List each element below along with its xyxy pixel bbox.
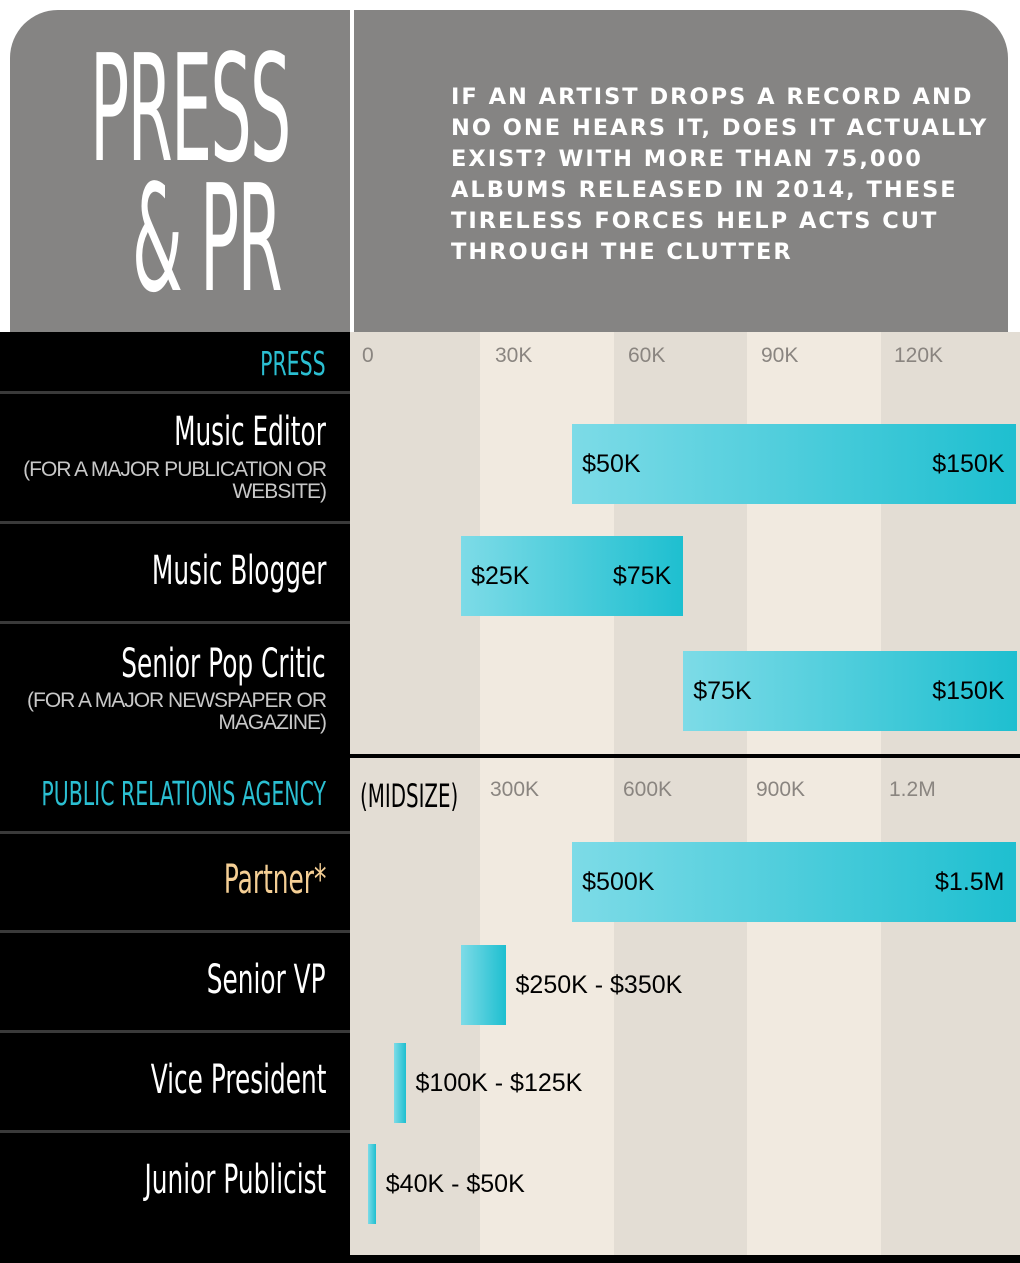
x-tick-label: 0 [362,344,374,367]
range-bar [572,424,1017,504]
section-divider [0,754,1020,758]
title-line-2: & PR [132,153,283,325]
x-tick-label: 300K [490,778,540,801]
max-value-label: $150K [932,677,1005,705]
scale-note: (MIDSIZE) [360,777,459,815]
range-bar [394,1043,406,1123]
x-tick-label: 30K [495,344,533,367]
range-label: $100K - $125K [415,1069,583,1097]
press-chart: PRESS Music Editor (FOR A MAJOR PUBLICAT… [0,332,1020,754]
row-divider [0,391,350,394]
x-tick-label: 600K [623,778,673,801]
title-line-1: PRESS [90,23,291,195]
row-label-partner: Partner* [223,857,326,903]
pr-agency-chart: PUBLIC RELATIONS AGENCY Partner* Senior … [0,758,1020,1255]
row-label-junior-publicist: Junior Publicist [144,1157,326,1203]
grid-band [747,758,881,1255]
header-divider [350,10,354,332]
row-sublabel-senior-pop-critic: (FOR A MAJOR NEWSPAPER OR MAGAZINE) [27,689,327,734]
row-divider [0,521,350,524]
x-tick-label: 1.2M [889,778,936,801]
range-bar [572,842,1017,922]
row-label-music-blogger: Music Blogger [151,548,326,594]
max-value-label: $1.5M [935,868,1005,896]
min-value-label: $50K [582,450,641,478]
x-tick-label: 120K [894,344,944,367]
min-value-label: $500K [582,868,655,896]
row-label-vice-president: Vice President [150,1057,326,1103]
row-divider [0,831,350,834]
range-bar [367,1144,376,1224]
row-label-senior-vp: Senior VP [207,957,326,1003]
header-panel: PRESS & PR IF AN ARTIST DROPS A RECORD A… [10,10,1008,332]
max-value-label: $75K [612,562,672,590]
press-plot-area: 0 30K 60K 90K 120K $50K $150K $25K $75K $75K $150K [350,332,1020,754]
range-label: $250K - $350K [515,971,683,999]
bottom-border [0,1255,1020,1263]
intro-text: IF AN ARTIST DROPS A RECORD AND NO ONE H… [451,84,989,265]
min-value-label: $75K [693,677,752,705]
row-divider [0,1130,350,1133]
range-bar [683,651,1017,731]
x-tick-label: 60K [628,344,666,367]
x-tick-label: 900K [756,778,806,801]
press-label-panel: PRESS Music Editor (FOR A MAJOR PUBLICAT… [0,332,350,754]
pr-section-title: PUBLIC RELATIONS AGENCY [41,774,326,813]
range-label: $40K - $50K [385,1170,525,1198]
x-tick-label: 90K [761,344,799,367]
pr-label-panel: PUBLIC RELATIONS AGENCY Partner* Senior … [0,758,350,1255]
max-value-label: $150K [932,450,1005,478]
pr-plot-area: 300K 600K 900K 1.2M $500K $1.5M $250K - $350K $… [350,758,1020,1255]
press-section-title: PRESS [260,344,326,383]
row-label-senior-pop-critic: Senior Pop Critic [121,641,326,687]
row-sublabel-music-editor: (FOR A MAJOR PUBLICATION OR WEBSITE) [23,458,327,503]
range-bar [461,536,684,616]
row-divider [0,930,350,933]
row-divider [0,1030,350,1033]
row-divider [0,621,350,624]
min-value-label: $25K [471,562,530,590]
range-bar [461,945,506,1025]
row-label-music-editor: Music Editor [174,409,326,455]
